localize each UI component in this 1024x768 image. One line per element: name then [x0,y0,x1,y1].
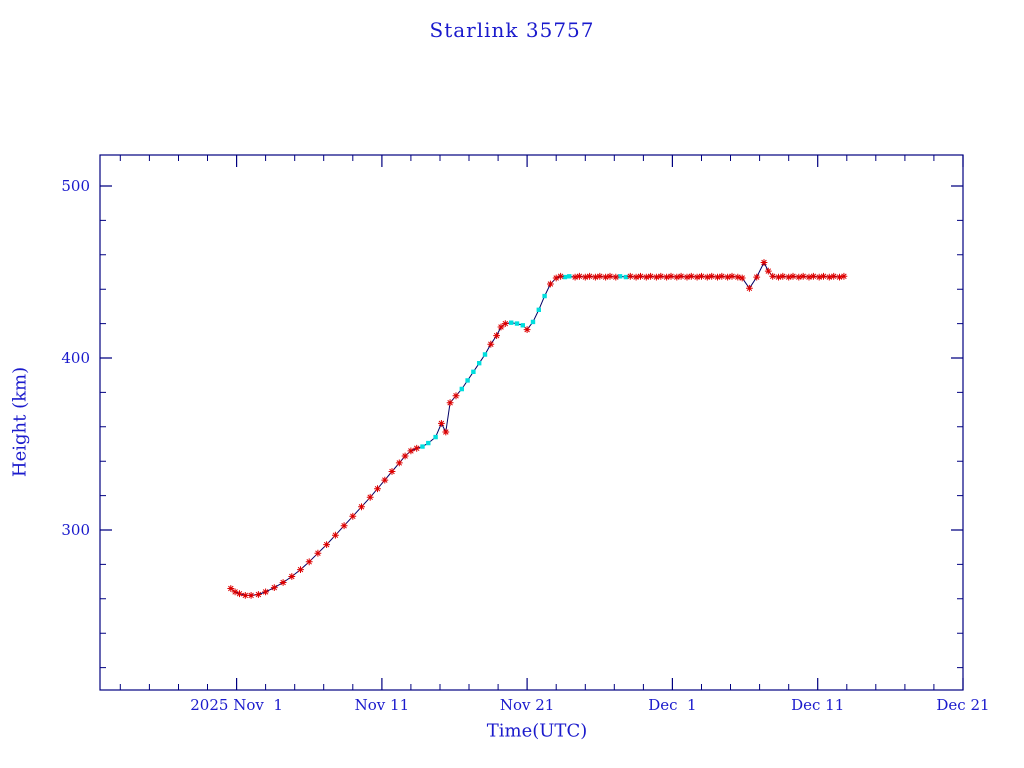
height-series-line [230,261,844,596]
x-axis-label: Time(UTC) [486,720,588,742]
plot-frame [99,154,964,691]
x-tick-label: Nov 11 [355,696,410,714]
minor-ticks [100,155,963,690]
x-tick-label: Dec 21 [936,696,989,714]
x-tick-label: Dec 11 [791,696,844,714]
red-asterisk-markers [227,259,848,599]
y-axis-label: Height (km) [9,366,31,478]
y-tick-label: 300 [61,521,90,539]
x-tick-label: 2025 Nov 1 [190,696,283,714]
major-ticks [100,155,964,690]
x-tick-label: Nov 21 [500,696,555,714]
y-tick-label: 500 [61,177,90,195]
cyan-square-markers [420,274,629,449]
chart-title: Starlink 35757 [429,18,595,42]
x-tick-label: Dec 1 [648,696,696,714]
y-tick-label: 400 [61,349,90,367]
